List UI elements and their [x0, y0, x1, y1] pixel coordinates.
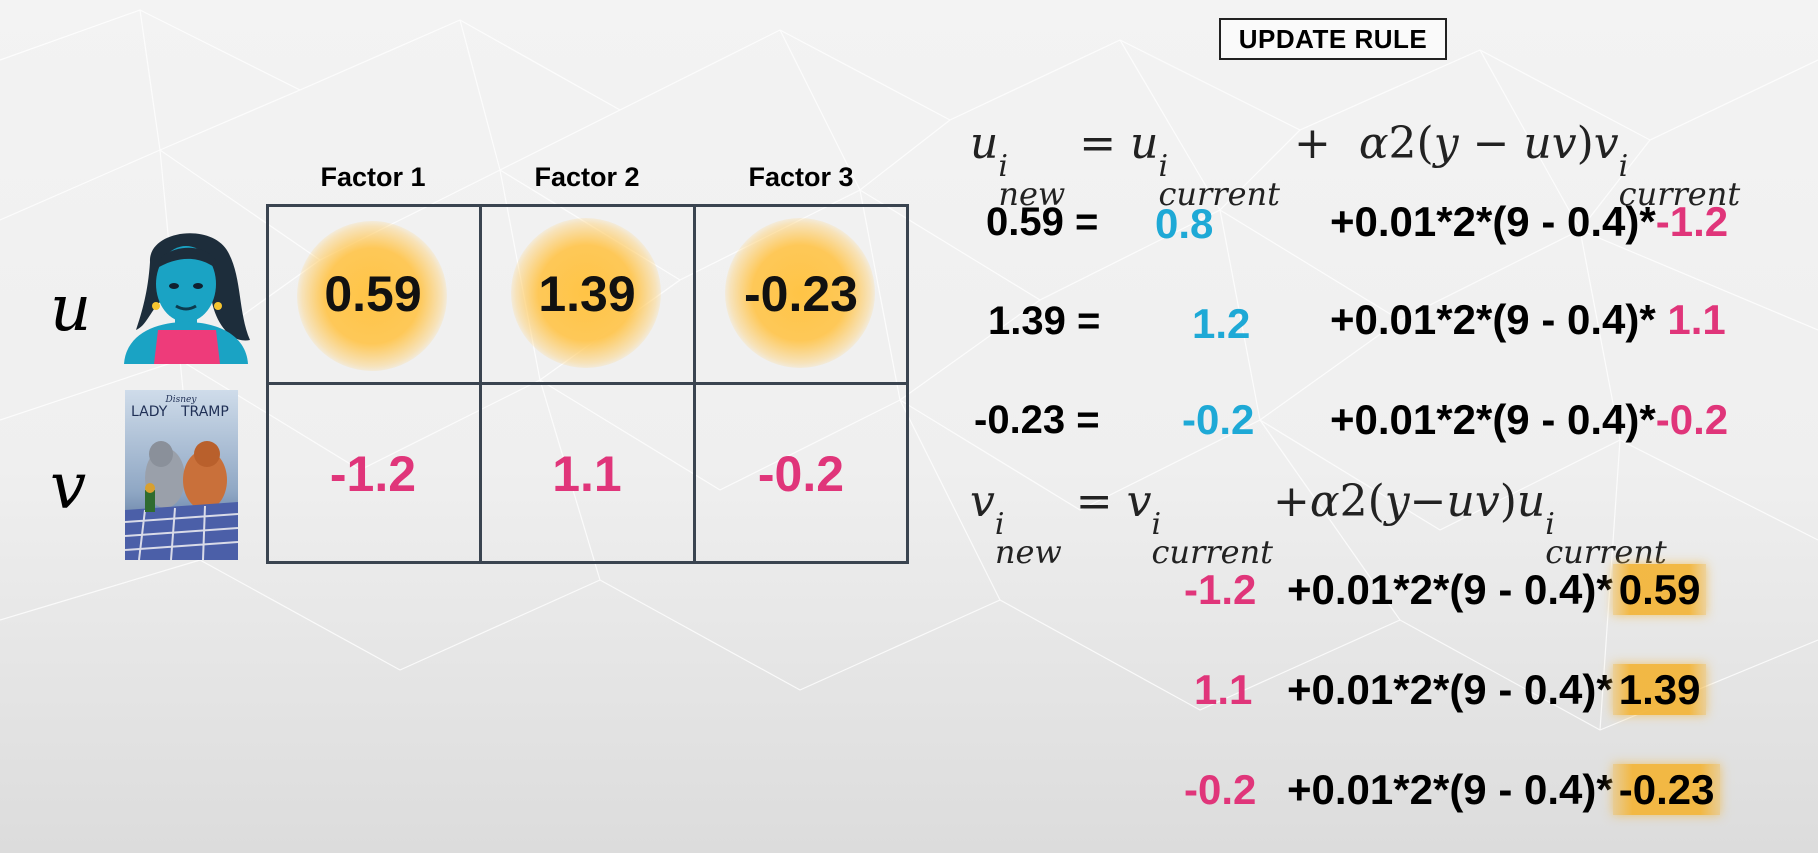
factor-3-header: Factor 3 — [748, 162, 854, 192]
v-factor-3-value: -0.2 — [757, 446, 845, 502]
u-factor-3-value: -0.23 — [744, 266, 858, 322]
u-update-current-3: -0.2 — [1182, 396, 1255, 443]
u-update-calc-2: +0.01*2*(9 - 0.4)* 1.1 — [1330, 296, 1726, 343]
u-factor-1-value: 0.59 — [324, 266, 422, 322]
v-row-label: v — [50, 450, 87, 524]
u-factor-2-cell: 1.39 — [480, 204, 694, 384]
movie-poster: Disney LADY TRAMP — [125, 390, 238, 560]
v-update-factor-2: 1.39 — [1612, 664, 1707, 715]
factor-matrix: 0.59 1.39 -0.23 -1.2 1.1 -0.2 — [266, 204, 909, 564]
v-factor-2-cell: 1.1 — [480, 384, 694, 564]
u-update-lhs-1: 0.59 = — [986, 200, 1099, 244]
v-factor-2-value: 1.1 — [552, 446, 622, 502]
v-update-calc-1: +0.01*2*(9 - 0.4)* 0.59 — [1287, 564, 1707, 615]
factor-1-header: Factor 1 — [320, 162, 426, 192]
v-update-current-1: -1.2 — [1184, 566, 1257, 613]
v-update-calc-2: +0.01*2*(9 - 0.4)* 1.39 — [1287, 664, 1707, 715]
factor-2-header: Factor 2 — [534, 162, 640, 192]
v-update-current-2: 1.1 — [1194, 666, 1253, 713]
user-avatar — [124, 233, 250, 364]
u-update-current-1: 0.8 — [1155, 200, 1214, 247]
v-factor-1-value: -1.2 — [329, 446, 417, 502]
u-row-label: u — [50, 272, 92, 346]
update-rule-title: UPDATE RULE — [1219, 18, 1447, 60]
v-update-formula: v i new = v i current +α2(y−uv)u i current — [970, 476, 1667, 571]
u-update-calc-1: +0.01*2*(9 - 0.4)*-1.2 — [1330, 198, 1729, 245]
v-factor-1-cell: -1.2 — [266, 384, 480, 564]
v-update-current-3: -0.2 — [1184, 766, 1257, 813]
v-factor-3-cell: -0.2 — [694, 384, 908, 564]
u-update-formula: u i new = u i current + α2(y − uv)v i current — [970, 118, 1741, 213]
u-factor-1-cell: 0.59 — [266, 204, 480, 384]
u-update-lhs-3: -0.23 = — [974, 398, 1100, 442]
u-factor-3-cell: -0.23 — [694, 204, 908, 384]
u-update-calc-3: +0.01*2*(9 - 0.4)*-0.2 — [1330, 396, 1729, 443]
v-update-calc-3: +0.01*2*(9 - 0.4)* -0.23 — [1287, 764, 1721, 815]
v-update-factor-1: 0.59 — [1612, 564, 1707, 615]
u-update-lhs-2: 1.39 = — [988, 299, 1101, 343]
poster-title-1: LADY — [131, 404, 168, 420]
u-update-current-2: 1.2 — [1192, 300, 1251, 347]
poster-title-2: TRAMP — [180, 404, 229, 420]
u-update-factor-3: -0.2 — [1655, 396, 1729, 443]
v-update-factor-3: -0.23 — [1612, 764, 1721, 815]
u-factor-2-value: 1.39 — [538, 266, 636, 322]
u-update-factor-1: -1.2 — [1655, 198, 1729, 245]
u-update-factor-2: 1.1 — [1667, 296, 1726, 343]
poster-brand: Disney — [165, 395, 198, 405]
